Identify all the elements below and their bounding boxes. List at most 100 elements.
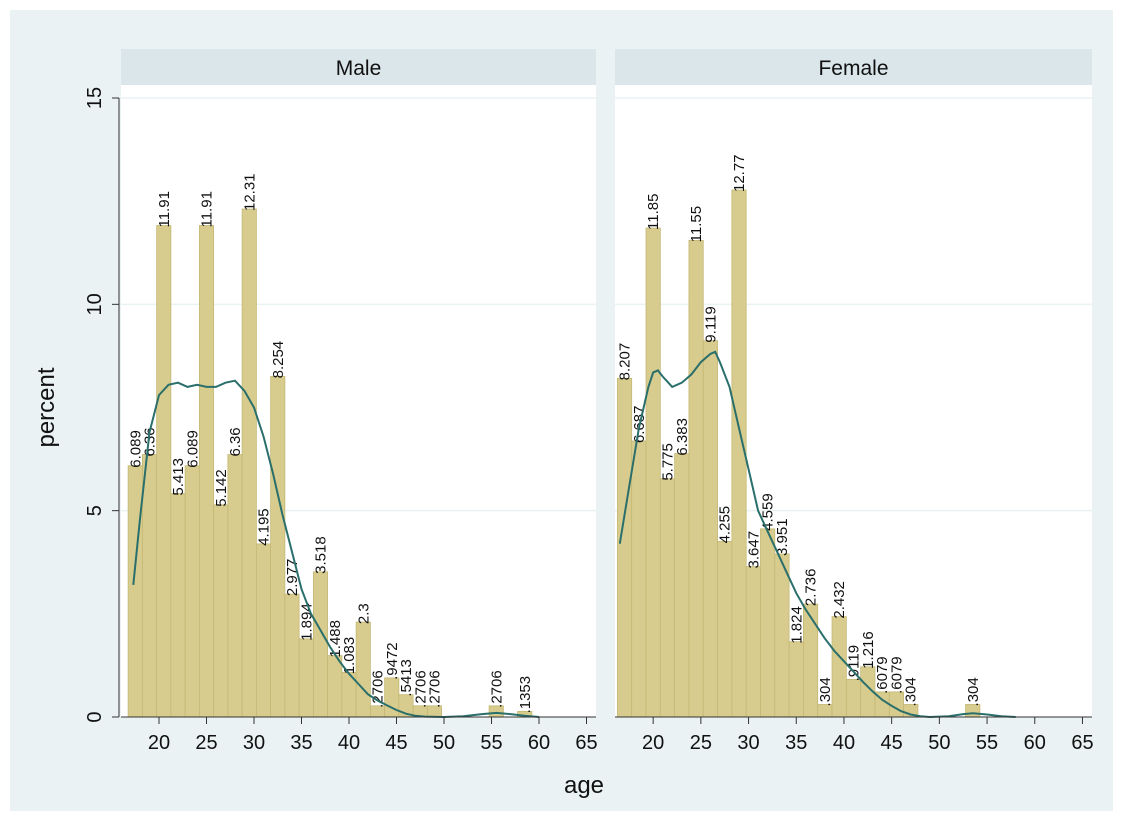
x-tick-label: 20: [642, 732, 664, 754]
histogram-bar: [674, 453, 690, 718]
histogram-bar: [717, 541, 733, 718]
bar-data-label: .2706: [488, 670, 505, 708]
bar-data-label: 11.85: [645, 194, 662, 230]
x-tick-label: 25: [195, 732, 217, 754]
y-tick-label: 0: [84, 711, 106, 722]
histogram-bar: [659, 478, 676, 718]
histogram-bar: [327, 655, 343, 718]
histogram-bar: [255, 543, 272, 718]
bar-data-label: .6079: [874, 656, 891, 694]
x-tick-label: 30: [737, 732, 759, 754]
x-tick-label: 35: [785, 732, 807, 754]
panel-title: Male: [336, 57, 382, 80]
y-axis-title: percent: [33, 367, 60, 447]
histogram-bar: [631, 440, 647, 718]
bar-data-label: .2706: [427, 670, 444, 708]
x-tick-label: 35: [290, 732, 312, 754]
bar-data-label: .2706: [412, 670, 429, 708]
bar-data-label: 2.3: [355, 603, 372, 624]
histogram-bar: [156, 225, 172, 718]
bar-data-label: .6079: [888, 656, 905, 694]
bar-data-label: .304: [903, 677, 920, 706]
bar-data-label: 12.77: [731, 154, 748, 192]
histogram-bar: [284, 593, 300, 718]
x-tick-label: 50: [928, 732, 950, 754]
panel-title: Female: [818, 57, 888, 80]
bar-data-label: 6.089: [184, 430, 201, 468]
bar-data-label: 3.518: [313, 536, 330, 574]
histogram-bar: [141, 454, 158, 718]
y-tick-label: 10: [84, 293, 106, 315]
histogram-bar: [803, 603, 819, 718]
histogram-bar: [312, 571, 329, 718]
bar-data-label: .1353: [517, 676, 534, 714]
x-tick-label: 60: [528, 732, 550, 754]
histogram-bar: [298, 638, 314, 718]
panel-strip: [121, 49, 596, 85]
x-tick-label: 25: [690, 732, 712, 754]
bar-data-label: 1.894: [298, 603, 315, 641]
bar-data-label: .304: [817, 677, 834, 706]
bar-data-label: 1.824: [788, 606, 805, 644]
bar-data-label: 2.432: [831, 581, 848, 619]
bar-data-label: 8.254: [270, 341, 287, 379]
x-tick-label: 30: [243, 732, 265, 754]
histogram-bar: [213, 504, 229, 718]
bar-data-label: .5413: [398, 659, 415, 697]
bar-data-label: 4.255: [717, 506, 734, 544]
histogram-bar: [645, 227, 661, 718]
histogram-bar: [227, 454, 243, 718]
x-tick-label: 65: [1071, 732, 1093, 754]
bar-data-label: 5.413: [170, 458, 187, 496]
x-axis-title: age: [564, 772, 604, 799]
histogram-bar: [888, 691, 904, 718]
bar-data-label: 5.142: [213, 469, 230, 507]
bar-data-label: 11.91: [156, 191, 173, 227]
histogram-bar: [127, 465, 143, 718]
bar-data-label: 8.207: [617, 343, 634, 381]
histogram-bar: [184, 465, 200, 718]
x-tick-label: 55: [480, 732, 502, 754]
x-tick-label: 50: [433, 732, 455, 754]
bar-data-label: 11.55: [688, 206, 705, 242]
histogram-bar: [788, 641, 804, 718]
x-tick-label: 65: [575, 732, 597, 754]
histogram-bar: [198, 225, 215, 718]
bar-data-label: 2.736: [803, 569, 820, 607]
bar-data-label: 6.36: [227, 427, 244, 456]
bar-data-label: 4.195: [256, 508, 273, 546]
histogram-bar: [831, 616, 847, 718]
density-line: [618, 350, 1016, 719]
histogram-bar: [760, 528, 776, 718]
x-tick-label: 40: [833, 732, 855, 754]
bar-data-label: 6.36: [142, 427, 159, 456]
bar-data-label: 6.383: [674, 418, 691, 456]
histogram-bar: [702, 340, 718, 718]
bar-data-label: .304: [965, 677, 982, 706]
histogram-bar: [355, 621, 371, 718]
histogram-bar: [170, 493, 186, 718]
bar-data-label: 1.083: [341, 637, 358, 675]
bar-data-label: 9.119: [702, 306, 719, 342]
x-tick-label: 45: [385, 732, 407, 754]
histogram-bar: [745, 566, 761, 718]
bar-data-label: 3.647: [745, 531, 762, 569]
histogram-bar: [688, 239, 704, 718]
histogram-bar: [774, 553, 790, 718]
bar-data-label: .9119: [846, 645, 863, 681]
y-tick-label: 5: [84, 505, 106, 516]
x-tick-label: 20: [148, 732, 170, 754]
y-tick-label: 15: [84, 87, 106, 109]
bar-data-label: 1.216: [860, 631, 877, 669]
bar-data-label: 12.31: [241, 173, 258, 211]
histogram-bar: [845, 678, 862, 718]
x-tick-label: 40: [338, 732, 360, 754]
panel-strip: [615, 49, 1092, 85]
histogram-bar: [616, 377, 633, 718]
bar-data-label: 3.951: [774, 518, 791, 556]
histogram-bar: [241, 208, 257, 718]
bar-data-label: 5.775: [659, 443, 676, 481]
bar-data-label: .9472: [384, 642, 401, 680]
bar-data-label: 11.91: [199, 191, 216, 227]
x-tick-label: 55: [976, 732, 998, 754]
